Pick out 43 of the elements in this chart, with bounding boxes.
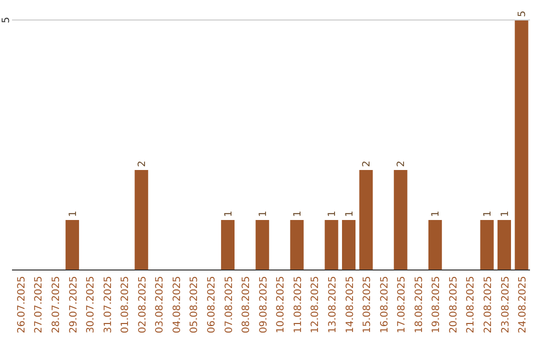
- x-tick-label: 14.08.2025: [344, 276, 356, 334]
- x-tick-label: 23.08.2025: [500, 276, 512, 334]
- x-tick-label: 30.07.2025: [86, 276, 97, 334]
- x-tick-label: 24.08.2025: [518, 276, 529, 334]
- x-tick-label: 21.08.2025: [466, 276, 477, 334]
- x-tick-label: 15.08.2025: [362, 276, 374, 334]
- data-label: 2: [396, 160, 408, 167]
- data-label: 2: [136, 160, 148, 167]
- data-label: 1: [258, 210, 269, 217]
- x-tick-label: 22.08.2025: [482, 276, 494, 334]
- x-tick-label: 16.08.2025: [379, 276, 390, 334]
- x-tick-label: 10.08.2025: [276, 276, 287, 334]
- data-label: 2: [362, 160, 373, 167]
- x-tick-label: 17.08.2025: [396, 276, 408, 334]
- data-label: 1: [482, 210, 494, 217]
- x-tick-label: 06.08.2025: [206, 276, 218, 334]
- x-tick-label: 12.08.2025: [310, 276, 322, 334]
- x-tick-label: 08.08.2025: [241, 276, 252, 334]
- data-label: 1: [500, 210, 511, 217]
- data-label: 1: [292, 210, 304, 217]
- x-tick-label: 09.08.2025: [258, 276, 270, 334]
- x-tick-label: 03.08.2025: [154, 276, 166, 334]
- x-tick-label: 29.07.2025: [68, 276, 80, 334]
- x-tick-label: 07.08.2025: [224, 276, 235, 334]
- data-label: 5: [517, 10, 528, 17]
- x-tick-label: 20.08.2025: [448, 276, 460, 334]
- x-tick-label: 28.07.2025: [51, 276, 62, 334]
- data-label: 1: [326, 210, 338, 217]
- x-tick-label: 18.08.2025: [414, 276, 425, 334]
- data-label: 1: [344, 210, 356, 217]
- x-tick-label: 05.08.2025: [189, 276, 200, 334]
- x-tick-label: 04.08.2025: [172, 276, 183, 334]
- x-tick-label: 02.08.2025: [137, 276, 148, 334]
- x-tick-label: 19.08.2025: [431, 276, 442, 334]
- x-tick-label: 01.08.2025: [120, 276, 132, 334]
- x-tick-label: 13.08.2025: [327, 276, 338, 334]
- data-label: 1: [68, 210, 79, 217]
- data-label: 1: [223, 210, 234, 217]
- x-tick-label: 11.08.2025: [292, 276, 304, 334]
- x-tick-label: 27.07.2025: [34, 276, 45, 334]
- x-tick-label: 31.07.2025: [102, 276, 114, 334]
- x-tick-label: 26.07.2025: [16, 276, 28, 334]
- data-label: 1: [430, 210, 442, 217]
